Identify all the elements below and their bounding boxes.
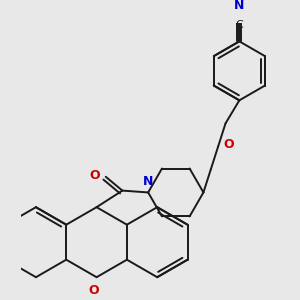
Text: O: O <box>90 169 100 182</box>
Text: N: N <box>234 0 244 12</box>
Text: O: O <box>224 138 234 151</box>
Text: N: N <box>143 175 153 188</box>
Text: C: C <box>236 20 243 30</box>
Text: O: O <box>88 284 99 297</box>
